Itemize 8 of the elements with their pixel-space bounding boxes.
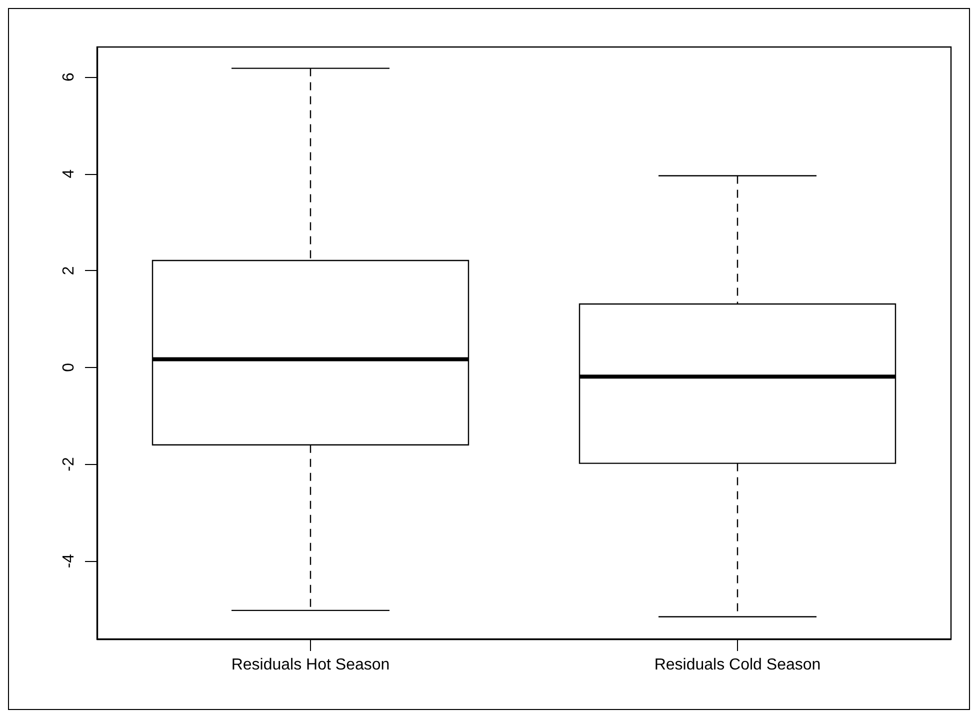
y-tick-label: 6 — [60, 72, 78, 82]
y-tick-label: -2 — [60, 457, 78, 472]
y-tick-label: 2 — [60, 266, 78, 276]
x-tick-label: Residuals Cold Season — [654, 656, 821, 674]
x-tick-label: Residuals Hot Season — [231, 656, 390, 674]
y-tick-label: 4 — [60, 169, 78, 178]
y-tick-label: -4 — [60, 554, 78, 568]
y-tick-label: 0 — [60, 362, 78, 372]
